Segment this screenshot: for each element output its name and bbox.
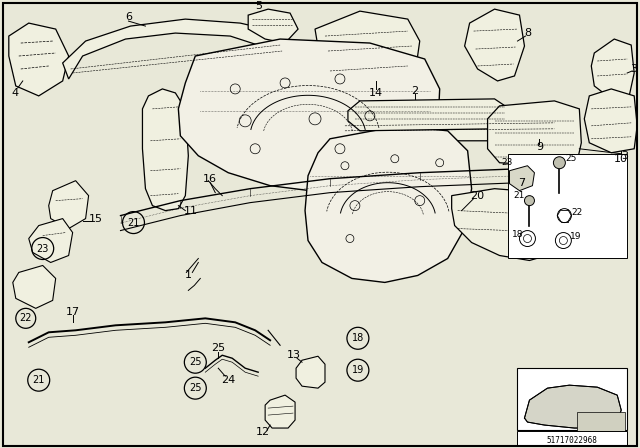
Text: 8: 8 (524, 28, 531, 38)
Text: 5: 5 (255, 1, 262, 11)
Text: 6: 6 (125, 12, 132, 22)
Text: 11: 11 (183, 206, 197, 215)
Text: 2: 2 (411, 86, 419, 96)
Text: 10: 10 (614, 154, 628, 164)
Polygon shape (265, 395, 295, 428)
Bar (518, 368, 627, 430)
Text: 22: 22 (572, 208, 583, 217)
Text: 22: 22 (19, 313, 32, 323)
Bar (518, 431, 627, 446)
Text: 1: 1 (185, 271, 192, 280)
Text: 18: 18 (512, 230, 524, 239)
Text: 20: 20 (470, 191, 484, 201)
Circle shape (557, 209, 572, 223)
Polygon shape (584, 89, 637, 153)
Polygon shape (63, 19, 285, 79)
Polygon shape (49, 181, 88, 228)
Text: 3: 3 (630, 64, 637, 74)
Text: 23: 23 (36, 244, 49, 254)
Text: 18: 18 (352, 333, 364, 343)
Text: 12: 12 (256, 427, 270, 437)
Polygon shape (9, 23, 68, 96)
Polygon shape (305, 126, 472, 282)
Polygon shape (524, 385, 621, 428)
Text: 13: 13 (287, 350, 301, 360)
Text: 15: 15 (88, 214, 102, 224)
Polygon shape (591, 39, 634, 99)
Text: 24: 24 (221, 375, 236, 385)
Text: 51717022968: 51717022968 (547, 435, 598, 444)
Polygon shape (248, 9, 298, 43)
Text: 9: 9 (536, 142, 543, 152)
Polygon shape (29, 219, 72, 263)
Text: 19: 19 (570, 232, 581, 241)
Text: 7: 7 (518, 178, 525, 188)
Text: 19: 19 (352, 365, 364, 375)
Polygon shape (488, 101, 581, 166)
Polygon shape (465, 9, 524, 81)
Text: 25: 25 (211, 343, 225, 353)
Text: 4: 4 (12, 88, 19, 98)
Polygon shape (143, 89, 188, 211)
Polygon shape (509, 166, 534, 191)
Text: 23: 23 (502, 158, 513, 167)
Circle shape (554, 157, 565, 169)
Text: 25: 25 (189, 357, 202, 367)
Polygon shape (179, 39, 440, 191)
Polygon shape (452, 189, 572, 260)
Circle shape (556, 233, 572, 249)
Text: 21: 21 (127, 218, 140, 228)
Circle shape (520, 231, 536, 246)
Text: 25: 25 (566, 154, 577, 163)
Text: 21: 21 (33, 375, 45, 385)
Text: 21: 21 (514, 191, 525, 200)
Text: 14: 14 (369, 88, 383, 98)
Text: 16: 16 (204, 174, 218, 184)
Polygon shape (296, 356, 325, 388)
Text: 17: 17 (65, 307, 80, 317)
Polygon shape (348, 99, 509, 131)
Polygon shape (13, 266, 56, 308)
Polygon shape (315, 11, 420, 99)
Bar (508, 154, 627, 258)
Bar (577, 412, 625, 432)
Circle shape (524, 196, 534, 206)
Text: 3: 3 (621, 151, 628, 161)
Polygon shape (340, 109, 568, 141)
Text: 25: 25 (189, 383, 202, 393)
